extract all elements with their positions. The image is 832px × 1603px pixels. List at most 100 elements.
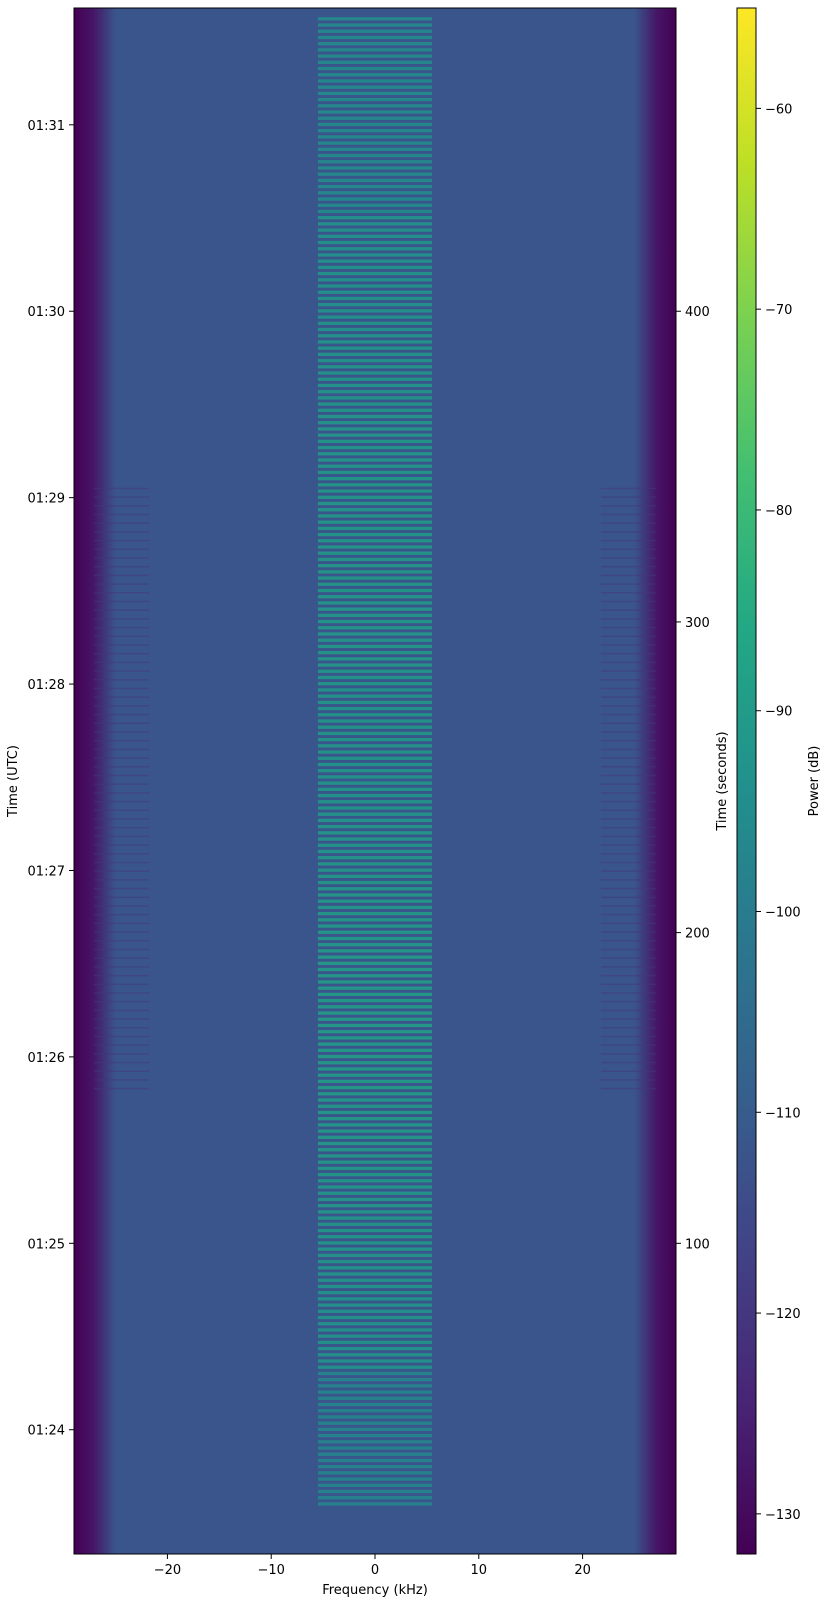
left-tick-label: 01:31 — [28, 119, 65, 134]
pulse-line — [317, 1489, 433, 1494]
pulse-line — [317, 650, 433, 655]
pulse-line — [317, 787, 433, 791]
right-tick-label: 100 — [685, 1237, 710, 1252]
pulse-line — [317, 588, 433, 593]
pulse-line — [317, 1433, 433, 1438]
pulse-line — [317, 793, 433, 798]
pulse-line — [317, 1235, 433, 1239]
pulse-line — [317, 1452, 433, 1456]
pulse-line — [317, 762, 433, 767]
pulse-line — [317, 377, 433, 381]
right-time-axis-ticks: 100 200 300 400 — [676, 305, 710, 1252]
pulse-line — [317, 23, 433, 27]
pulse-line — [317, 1160, 433, 1164]
pulse-line — [317, 806, 433, 810]
pulse-line — [317, 160, 433, 164]
pulse-line — [317, 1098, 433, 1102]
colorbar-tick-label: −120 — [765, 1307, 801, 1322]
pulse-line — [317, 1228, 433, 1233]
pulse-line — [317, 340, 433, 344]
pulse-line — [317, 141, 433, 145]
pulse-line — [317, 700, 433, 705]
pulse-line — [317, 315, 433, 319]
pulse-line — [317, 924, 433, 928]
pulse-line — [317, 744, 433, 748]
pulse-line — [317, 104, 433, 108]
pulse-line — [317, 508, 433, 512]
pulse-line — [317, 234, 433, 238]
pulse-line — [317, 967, 433, 972]
pulse-line — [317, 1135, 433, 1139]
pulse-line — [317, 501, 433, 506]
pulse-line — [317, 1123, 433, 1127]
pulse-line — [317, 321, 433, 325]
pulse-line — [317, 682, 433, 686]
pulse-line — [317, 1440, 433, 1444]
pulse-line — [317, 166, 433, 170]
pulse-line — [317, 856, 433, 860]
pulse-line — [317, 781, 433, 785]
pulse-line — [317, 769, 433, 773]
colorbar-tick-label: −100 — [765, 906, 801, 921]
pulse-line — [317, 1023, 433, 1028]
x-tick-label: 20 — [574, 1563, 591, 1578]
pulse-line — [317, 290, 433, 294]
pulse-line — [317, 632, 433, 636]
pulse-line — [317, 862, 433, 866]
pulse-line — [317, 184, 433, 189]
pulse-line — [317, 48, 433, 52]
pulse-line — [317, 122, 433, 127]
pulse-line — [317, 1117, 433, 1121]
pulse-line — [317, 495, 433, 499]
pulse-line — [317, 694, 433, 698]
pulse-line — [317, 91, 433, 96]
pulse-line — [317, 1011, 433, 1015]
pulse-line — [317, 775, 433, 779]
pulse-line — [317, 1346, 433, 1351]
pulse-line — [317, 66, 433, 71]
x-axis-ticks: −20 −10 0 10 20 — [154, 1554, 591, 1578]
pulse-line — [317, 818, 433, 823]
pulse-line — [317, 526, 433, 531]
pulse-line — [317, 1340, 433, 1345]
pulse-line — [317, 1104, 433, 1108]
pulse-line — [317, 1396, 433, 1400]
pulse-line — [317, 607, 433, 611]
pulse-line — [317, 97, 433, 102]
pulse-line — [317, 675, 433, 680]
pulse-line — [317, 1415, 433, 1419]
pulse-line — [317, 35, 433, 40]
pulse-line — [317, 1496, 433, 1500]
pulse-line — [317, 110, 433, 114]
pulse-line — [317, 1154, 433, 1158]
pulse-line — [317, 1061, 433, 1065]
pulse-line — [317, 1266, 433, 1270]
pulse-line — [317, 1179, 433, 1183]
pulse-line — [317, 477, 433, 481]
pulse-line — [317, 464, 433, 468]
pulse-line — [317, 1148, 433, 1152]
colorbar-tick-label: −60 — [765, 102, 792, 117]
pulse-line — [317, 657, 433, 661]
pulse-line — [317, 240, 433, 245]
pulse-line — [317, 868, 433, 872]
pulse-line — [317, 557, 433, 562]
pulse-line — [317, 1005, 433, 1009]
pulse-line — [317, 60, 433, 64]
pulse-line — [317, 1017, 433, 1021]
pulse-line — [317, 1427, 433, 1432]
pulse-line — [317, 1110, 433, 1115]
pulse-line — [317, 1359, 433, 1363]
edge-striations — [94, 487, 656, 1090]
pulse-line — [317, 203, 433, 207]
pulse-line — [317, 116, 433, 120]
pulse-line — [317, 42, 433, 46]
pulse-line — [317, 1204, 433, 1208]
right-tick-label: 300 — [685, 616, 710, 631]
pulse-line — [317, 1172, 433, 1177]
pulse-line — [317, 1483, 433, 1487]
pulse-line — [317, 483, 433, 487]
pulse-line — [317, 1036, 433, 1040]
pulse-line — [317, 1191, 433, 1195]
